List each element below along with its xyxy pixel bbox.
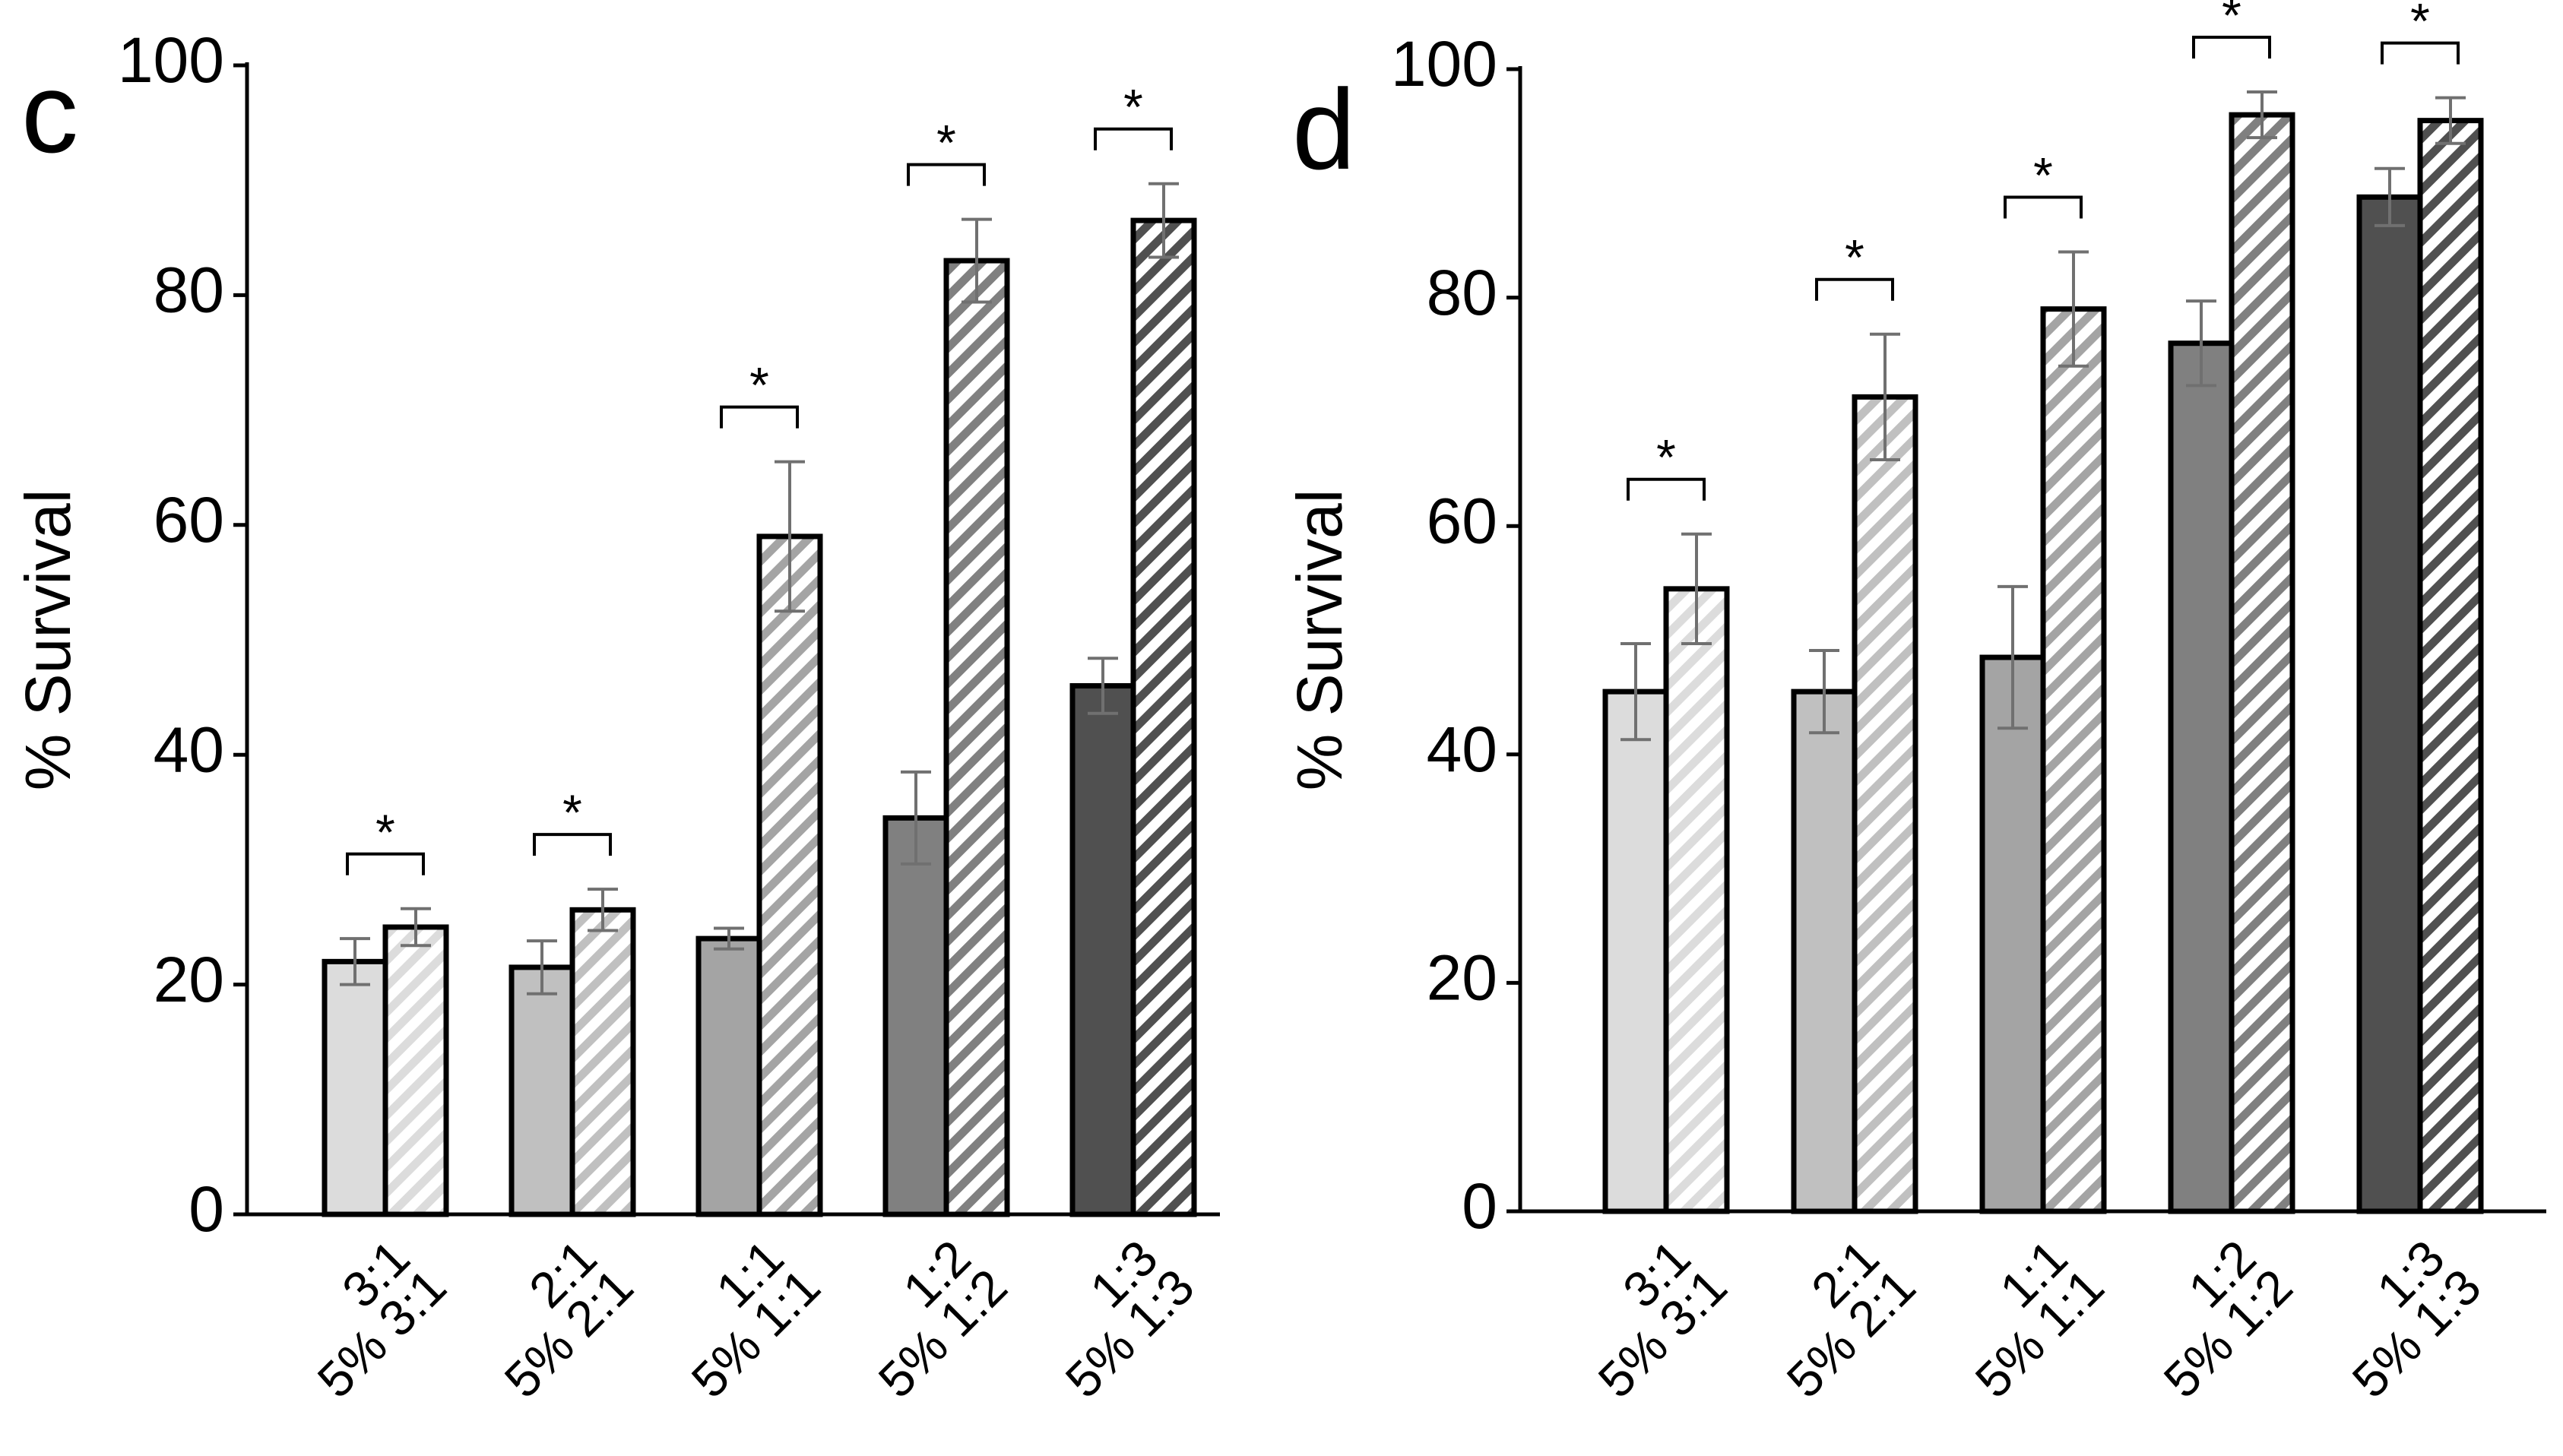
bar-solid bbox=[508, 964, 575, 1217]
panel-label: d bbox=[1292, 65, 1355, 193]
y-tick-label: 80 bbox=[154, 255, 224, 326]
y-tick-label: 40 bbox=[1427, 714, 1497, 785]
significance-star: * bbox=[1656, 429, 1676, 486]
bar-hatched bbox=[756, 533, 823, 1217]
y-tick-label: 20 bbox=[1427, 942, 1497, 1014]
bar-solid bbox=[322, 958, 388, 1217]
y-tick-label: 0 bbox=[1462, 1170, 1497, 1242]
bar-hatched bbox=[1130, 217, 1197, 1217]
error-bar bbox=[2247, 90, 2277, 140]
error-bar bbox=[1620, 642, 1651, 742]
error-bar bbox=[1997, 584, 2028, 730]
significance-star: * bbox=[375, 804, 395, 860]
panel-label: c bbox=[21, 49, 78, 176]
bar-hatched bbox=[382, 924, 449, 1217]
y-axis-label: % Survival bbox=[12, 489, 84, 791]
bar-solid bbox=[1979, 654, 2046, 1214]
bar-solid bbox=[1791, 688, 1858, 1214]
error-bar bbox=[401, 907, 431, 948]
bar-solid bbox=[2356, 194, 2423, 1214]
significance-star: * bbox=[2033, 147, 2053, 203]
error-bar bbox=[588, 888, 618, 932]
error-bar bbox=[340, 937, 370, 986]
significance-star: * bbox=[749, 357, 769, 413]
y-tick-label: 80 bbox=[1427, 257, 1497, 328]
bar-hatched bbox=[2417, 118, 2484, 1214]
error-bar bbox=[1148, 182, 1179, 259]
y-tick-label: 60 bbox=[154, 484, 224, 555]
significance-bracket bbox=[2192, 36, 2271, 59]
bar-solid bbox=[695, 935, 762, 1217]
bar-hatched bbox=[2229, 112, 2295, 1214]
significance-bracket bbox=[1627, 477, 1706, 501]
y-tick-label: 100 bbox=[118, 24, 224, 96]
error-bar bbox=[1681, 532, 1712, 646]
error-bar bbox=[775, 460, 805, 613]
y-tick-label: 60 bbox=[1427, 485, 1497, 556]
bar-solid bbox=[2168, 340, 2235, 1214]
significance-bracket bbox=[1094, 127, 1173, 150]
significance-bracket bbox=[907, 163, 986, 186]
error-bar bbox=[2435, 96, 2466, 145]
error-bar bbox=[962, 217, 992, 304]
bar-hatched bbox=[1663, 586, 1730, 1214]
error-bar bbox=[527, 939, 557, 995]
error-bar bbox=[714, 926, 744, 951]
error-bar bbox=[1809, 649, 1839, 735]
bar-solid bbox=[882, 815, 949, 1217]
bar-hatched bbox=[2040, 306, 2107, 1214]
error-bar bbox=[1870, 332, 1900, 462]
bar-solid bbox=[1602, 688, 1669, 1214]
bar-hatched bbox=[1852, 394, 1918, 1214]
bar-solid bbox=[1069, 682, 1136, 1217]
significance-star: * bbox=[1123, 79, 1143, 135]
y-tick-label: 20 bbox=[154, 944, 224, 1015]
significance-bracket bbox=[346, 852, 425, 875]
error-bar bbox=[2186, 299, 2216, 388]
significance-bracket bbox=[1815, 277, 1894, 301]
y-axis-label: % Survival bbox=[1284, 489, 1355, 791]
bar-hatched bbox=[943, 258, 1010, 1217]
error-bar bbox=[2374, 166, 2405, 227]
y-tick-label: 40 bbox=[154, 714, 224, 785]
error-bar bbox=[1088, 657, 1118, 715]
significance-bracket bbox=[2004, 195, 2083, 219]
significance-bracket bbox=[720, 405, 799, 429]
significance-star: * bbox=[936, 115, 956, 171]
significance-star: * bbox=[562, 784, 582, 840]
error-bar bbox=[2058, 250, 2089, 368]
y-tick-label: 0 bbox=[189, 1173, 224, 1245]
significance-star: * bbox=[1845, 229, 1864, 286]
bar-hatched bbox=[569, 907, 636, 1217]
significance-bracket bbox=[2381, 41, 2460, 65]
error-bar bbox=[901, 770, 931, 866]
significance-star: * bbox=[2222, 0, 2241, 43]
significance-star: * bbox=[2410, 0, 2430, 49]
y-tick-label: 100 bbox=[1391, 28, 1497, 100]
significance-bracket bbox=[533, 833, 612, 856]
